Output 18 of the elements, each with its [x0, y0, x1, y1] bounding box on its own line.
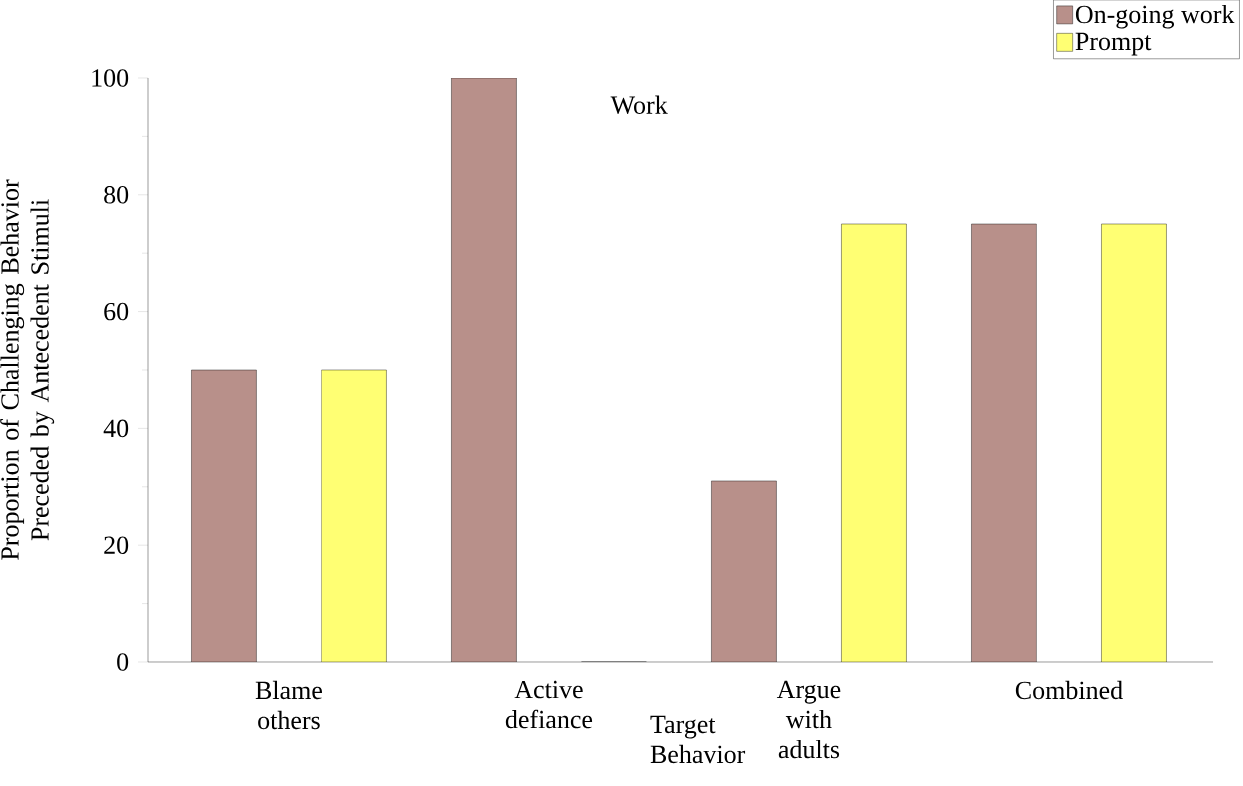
y-tick-label: 60	[104, 302, 129, 321]
bar	[841, 223, 907, 662]
y-tick-label: 40	[103, 419, 129, 438]
x-tick-label: Blame others	[255, 680, 322, 730]
y-tick-label: 80	[104, 186, 129, 204]
x-tick-label: Active defiance	[505, 680, 593, 729]
x-tick-label: Combined	[1015, 680, 1123, 700]
bar	[321, 369, 387, 662]
annotation: Work	[610, 95, 668, 115]
y-tick-label: 100	[92, 69, 129, 87]
legend-label: Prompt	[1075, 32, 1152, 56]
x-axis-title: Target Behavior	[650, 715, 746, 764]
legend-label: On-going work	[1075, 4, 1235, 29]
y-axis-title: Proportion of Challenging Behavior Preceded by Antecedent Stimuli	[0, 179, 55, 560]
x-tick-label: Argue with adults	[776, 680, 841, 759]
y-tick-label: 0	[117, 653, 129, 671]
y-tick-label: 20	[104, 536, 129, 554]
bar	[1101, 223, 1167, 662]
